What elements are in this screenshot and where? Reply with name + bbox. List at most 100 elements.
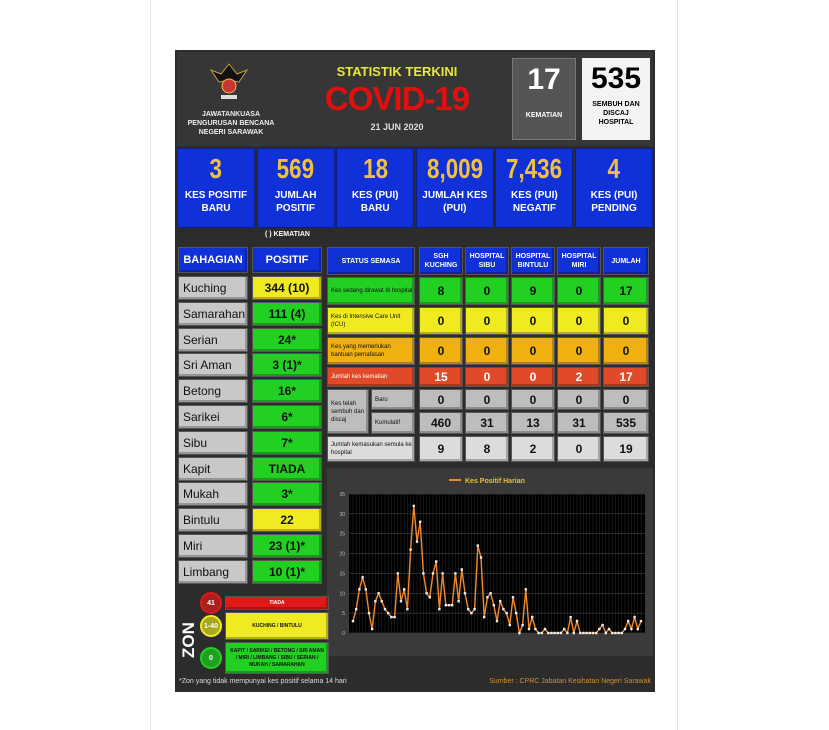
data-point — [521, 623, 524, 627]
data-point — [467, 607, 470, 611]
summary-card: 7,436 KES (PUI) NEGATIF — [495, 148, 574, 228]
summary-label: KES POSITIF BARU — [184, 190, 248, 214]
zone-label: KAPIT / SARIKEI / BETONG / SRI AMAN / MI… — [225, 642, 329, 674]
covid-infographic: JAWATANKUASA PENGURUSAN BENCANA NEGERI S… — [175, 50, 655, 692]
data-point — [515, 611, 518, 615]
y-tick-label: 5 — [342, 611, 345, 617]
data-point — [473, 607, 476, 611]
data-point — [476, 544, 479, 547]
data-point — [415, 540, 419, 543]
org-name: JAWATANKUASA PENGURUSAN BENCANA NEGERI S… — [187, 111, 275, 136]
data-point — [585, 631, 588, 635]
title-covid: COVID-19 — [324, 80, 470, 117]
data-point — [572, 631, 575, 635]
footer-note: *Zon yang tidak mempunyai kes positif se… — [179, 678, 347, 685]
status-value: 0 — [465, 389, 509, 410]
status-value: 0 — [511, 307, 555, 335]
summary-value: 7,436 — [506, 153, 563, 184]
division-positive: 3 (1)* — [252, 353, 322, 378]
division-positive: 10 (1)* — [252, 559, 322, 584]
kematian-box: 17 KEMATIAN — [512, 58, 576, 140]
legend-label: Kes Positif Harian — [465, 478, 525, 485]
status-value: 0 — [465, 277, 509, 305]
data-point — [502, 607, 505, 611]
summary-row: 3 KES POSITIF BARU 569 JUMLAH POSITIF 18 KES … — [177, 148, 653, 228]
data-point — [361, 576, 364, 579]
y-tick-label: 10 — [339, 591, 345, 597]
data-point — [614, 631, 617, 635]
summary-value: 4 — [607, 153, 621, 184]
division-positive: 24* — [252, 327, 322, 352]
summary-value: 569 — [276, 153, 315, 184]
zone-label: KUCHING / BINTULU — [225, 612, 329, 640]
kematian-label: KEMATIAN — [525, 112, 563, 119]
status-value: 9 — [419, 436, 463, 462]
division-name: Bintulu — [178, 508, 248, 533]
status-value: 0 — [419, 307, 463, 335]
summary-card: 4 KES (PUI) PENDING — [575, 148, 653, 228]
data-point — [425, 592, 428, 595]
division-positive: 344 (10) — [252, 276, 322, 300]
data-point — [358, 588, 361, 591]
status-value: 0 — [465, 307, 509, 335]
data-point — [630, 627, 633, 631]
data-point — [371, 627, 374, 631]
data-point — [489, 592, 492, 595]
summary-card: 3 KES POSITIF BARU — [177, 148, 255, 228]
data-point — [412, 504, 415, 508]
status-header: JUMLAH — [603, 247, 649, 275]
sembuh-box: 535 SEMBUH DAN DISCAJ HOSPITAL — [582, 58, 650, 140]
data-point — [463, 592, 467, 595]
zone-label: TIADA — [225, 596, 329, 610]
kematian-value: 17 — [527, 63, 561, 96]
division-name: Miri — [178, 534, 248, 558]
sarawak-crest-logo — [209, 63, 249, 99]
division-name: Serian — [178, 327, 248, 352]
data-point — [559, 631, 563, 635]
data-point — [444, 604, 447, 607]
data-point — [470, 611, 473, 615]
data-point — [387, 611, 390, 615]
summary-label: JUMLAH POSITIF — [274, 190, 317, 214]
data-point — [399, 600, 403, 603]
status-value: 0 — [419, 389, 463, 410]
status-value: 0 — [557, 337, 601, 365]
header-bahagian: BAHAGIAN — [178, 247, 248, 273]
division-positive: 111 (4) — [252, 301, 322, 326]
data-point — [575, 619, 579, 623]
data-point — [566, 631, 569, 635]
recovered-group-label: Kes telah sembuh dan discaj — [327, 389, 369, 434]
data-point — [367, 611, 371, 615]
y-tick-label: 25 — [339, 532, 345, 538]
status-value: 17 — [603, 367, 649, 387]
data-point — [499, 600, 502, 603]
data-point — [607, 627, 611, 631]
data-point — [428, 596, 431, 599]
summary-value: 18 — [362, 153, 388, 184]
y-tick-label: 0 — [342, 631, 345, 637]
data-point — [604, 631, 607, 635]
division-positive: 6* — [252, 405, 322, 429]
division-name: Sri Aman — [178, 353, 248, 378]
date: 21 JUN 2020 — [370, 122, 424, 132]
zone-range-badge: 0 — [200, 647, 222, 669]
division-positive: 16* — [252, 379, 322, 404]
status-header: SGH KUCHING — [419, 247, 463, 275]
data-point — [569, 615, 572, 619]
status-value: 2 — [511, 436, 555, 462]
data-point — [582, 631, 585, 635]
data-point — [492, 604, 495, 607]
summary-label: KES (PUI) NEGATIF — [511, 190, 558, 214]
data-point — [620, 631, 623, 635]
summary-value-wrap: 3 — [178, 149, 254, 189]
data-point — [588, 631, 591, 635]
data-point — [617, 631, 620, 635]
status-value: 0 — [603, 337, 649, 365]
division-name: Kuching — [178, 276, 248, 300]
data-point — [403, 588, 406, 591]
division-name: Samarahan — [178, 301, 248, 326]
status-value: 2 — [557, 367, 601, 387]
data-point — [598, 627, 601, 631]
header-positif: POSITIF — [252, 247, 322, 273]
data-point — [377, 592, 380, 595]
